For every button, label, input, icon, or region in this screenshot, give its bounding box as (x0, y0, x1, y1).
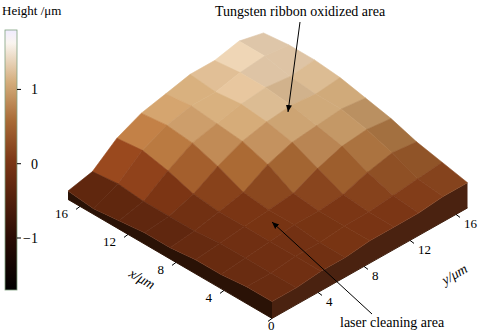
y-tick-label: 16 (464, 216, 478, 231)
surface (68, 33, 468, 302)
x-axis-title: x/μm (126, 265, 158, 292)
y-tick-label: 12 (418, 242, 431, 257)
x-tick (124, 234, 128, 237)
colorbar-tick-label: −1 (23, 231, 38, 246)
y-tick (410, 240, 414, 243)
y-tick-label: 8 (372, 268, 379, 283)
annotation-arrow (288, 22, 300, 112)
annotation-text: laser cleaning area (340, 315, 445, 330)
x-tick-label: 4 (206, 290, 213, 305)
colorbar-title: Height /μm (2, 3, 61, 18)
colorbar-scale (5, 30, 17, 290)
colorbar-tick (17, 89, 21, 90)
colorbar-tick (17, 163, 21, 164)
annotation-text: Tungsten ribbon oxidized area (215, 4, 386, 19)
ticks: 0 4 8 12 16 4 8 12 16 (55, 206, 478, 333)
colorbar-tick-label: 1 (31, 82, 38, 97)
annotation-arrow (272, 222, 372, 314)
x-tick (220, 290, 224, 293)
x-tick-label: 16 (55, 206, 69, 221)
x-tick-label: 12 (103, 234, 116, 249)
annotations: Tungsten ribbon oxidized area laser clean… (215, 4, 445, 330)
y-tick-label: 4 (326, 294, 333, 309)
chart: Height /μm−1010481216481216x/μmy/μmTungs… (0, 0, 490, 334)
y-tick (456, 214, 460, 217)
y-tick (364, 266, 368, 269)
colorbar: Height /μm −1 0 1 (2, 3, 61, 290)
x-tick-label: 8 (158, 262, 165, 277)
x-tick (172, 262, 176, 265)
y-tick (318, 292, 322, 295)
x-tick (76, 206, 80, 209)
surface-cell (247, 273, 297, 302)
x-tick-label: 0 (268, 318, 275, 333)
colorbar-tick (17, 238, 21, 239)
colorbar-tick-label: 0 (31, 157, 38, 172)
y-axis-title: y/μm (437, 261, 470, 289)
